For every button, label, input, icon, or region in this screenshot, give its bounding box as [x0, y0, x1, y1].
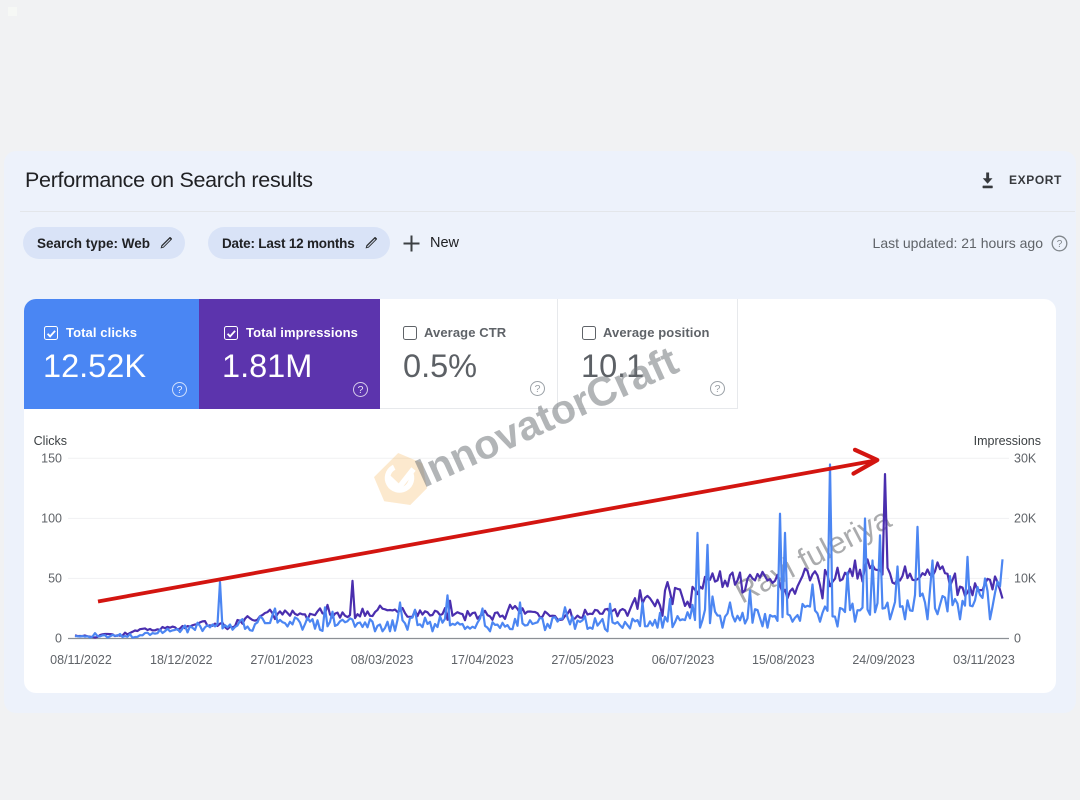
svg-text:08/03/2023: 08/03/2023 — [351, 653, 414, 667]
svg-text:Clicks: Clicks — [34, 434, 67, 448]
svg-text:50: 50 — [48, 572, 62, 586]
svg-text:27/01/2023: 27/01/2023 — [250, 653, 313, 667]
svg-text:06/07/2023: 06/07/2023 — [652, 653, 715, 667]
svg-text:100: 100 — [41, 512, 62, 526]
svg-text:150: 150 — [41, 452, 62, 466]
svg-text:30K: 30K — [1014, 452, 1037, 466]
svg-text:Impressions: Impressions — [974, 434, 1041, 448]
svg-text:10K: 10K — [1014, 572, 1037, 586]
svg-text:InnovatorCraft: InnovatorCraft — [409, 337, 685, 496]
svg-text:0: 0 — [55, 632, 62, 646]
svg-text:?: ? — [1057, 239, 1063, 250]
svg-text:17/04/2023: 17/04/2023 — [451, 653, 514, 667]
svg-text:08/11/2022: 08/11/2022 — [50, 653, 112, 667]
svg-text:24/09/2023: 24/09/2023 — [852, 653, 915, 667]
svg-text:0: 0 — [1014, 632, 1021, 646]
svg-text:27/05/2023: 27/05/2023 — [551, 653, 614, 667]
svg-text:03/11/2023: 03/11/2023 — [953, 653, 1015, 667]
svg-text:18/12/2022: 18/12/2022 — [150, 653, 213, 667]
svg-text:15/08/2023: 15/08/2023 — [752, 653, 815, 667]
svg-text:20K: 20K — [1014, 512, 1037, 526]
